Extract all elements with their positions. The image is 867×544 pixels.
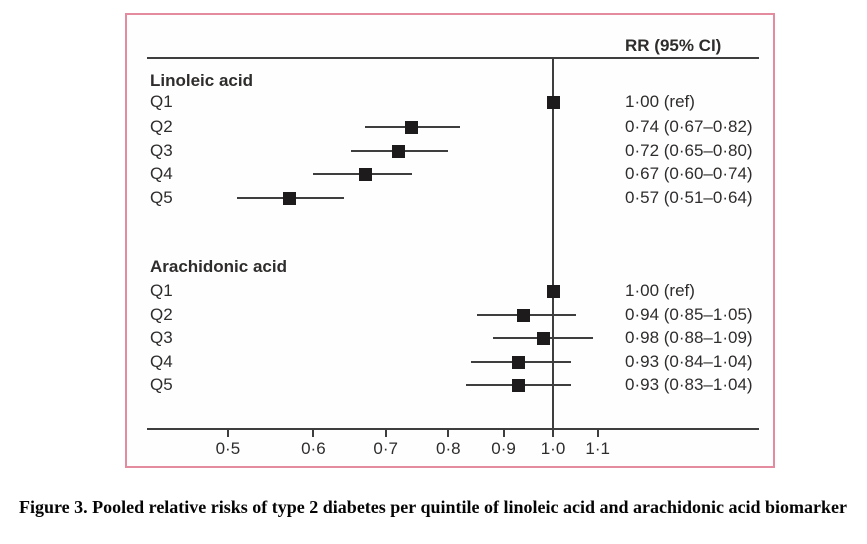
x-axis-tick-label: 0·8 (436, 439, 461, 458)
x-axis-tick (552, 430, 554, 437)
row-quintile-label: Q2 (150, 117, 173, 136)
rr-ci-value: 0·72 (0·65–0·80) (625, 141, 753, 160)
rr-ci-value: 0·93 (0·84–1·04) (625, 352, 753, 371)
x-axis-tick-label: 1·0 (540, 439, 566, 458)
point-estimate-marker (358, 167, 372, 181)
x-axis-tick-label: 0·9 (491, 439, 516, 458)
rr-ci-value: 1·00 (ref) (625, 92, 695, 111)
rr-ci-value: 0·98 (0·88–1·09) (625, 328, 753, 347)
x-axis-tick (447, 430, 450, 437)
rr-ci-value: 0·57 (0·51–0·64) (625, 188, 753, 207)
top-rule (147, 57, 759, 59)
point-estimate-marker (392, 144, 406, 158)
rr-ci-value: 0·94 (0·85–1·05) (625, 305, 753, 324)
rr-ci-value: 0·93 (0·83–1·04) (625, 375, 753, 394)
x-axis-tick-label: 0·5 (215, 439, 241, 458)
row-quintile-label: Q1 (150, 92, 173, 111)
point-estimate-marker (405, 120, 419, 134)
x-axis-tick (312, 430, 315, 437)
row-quintile-label: Q1 (150, 281, 173, 300)
x-axis-line (147, 428, 759, 430)
point-estimate-marker (512, 355, 526, 369)
forest-plot-figure: RR (95% CI) 0·5 0·6 0·7 0·8 0·9 1·0 1·1 Linolei… (125, 13, 775, 468)
row-quintile-label: Q3 (150, 141, 173, 160)
forest-plot-chart: RR (95% CI) 0·5 0·6 0·7 0·8 0·9 1·0 1·1 Linolei… (127, 15, 773, 466)
x-axis-tick (596, 430, 599, 437)
figure-caption: Figure 3. Pooled relative risks of type … (19, 497, 847, 517)
group-label: Linoleic acid (150, 71, 253, 90)
point-estimate-marker (517, 308, 531, 322)
column-header-rr-ci: RR (95% CI) (625, 36, 722, 55)
x-axis-tick (384, 430, 387, 437)
row-quintile-label: Q4 (150, 164, 173, 183)
row-quintile-label: Q3 (150, 328, 173, 347)
point-estimate-marker (546, 284, 560, 298)
point-estimate-marker (512, 378, 526, 392)
x-axis-tick (502, 430, 505, 437)
row-quintile-label: Q5 (150, 375, 173, 394)
x-axis-tick-label: 0·6 (301, 439, 326, 458)
x-axis-tick-label: 1·1 (585, 439, 610, 458)
x-axis-tick (226, 430, 229, 437)
reference-line-rr-1 (552, 59, 554, 437)
point-estimate-marker (546, 95, 560, 109)
row-quintile-label: Q5 (150, 188, 173, 207)
point-estimate-marker (282, 191, 296, 205)
x-axis-tick-label: 0·7 (373, 439, 398, 458)
rr-ci-value: 0·74 (0·67–0·82) (625, 117, 753, 136)
rr-ci-value: 0·67 (0·60–0·74) (625, 164, 753, 183)
point-estimate-marker (537, 331, 551, 345)
rr-ci-value: 1·00 (ref) (625, 281, 695, 300)
row-quintile-label: Q4 (150, 352, 173, 371)
row-quintile-label: Q2 (150, 305, 173, 324)
group-label: Arachidonic acid (150, 257, 287, 276)
